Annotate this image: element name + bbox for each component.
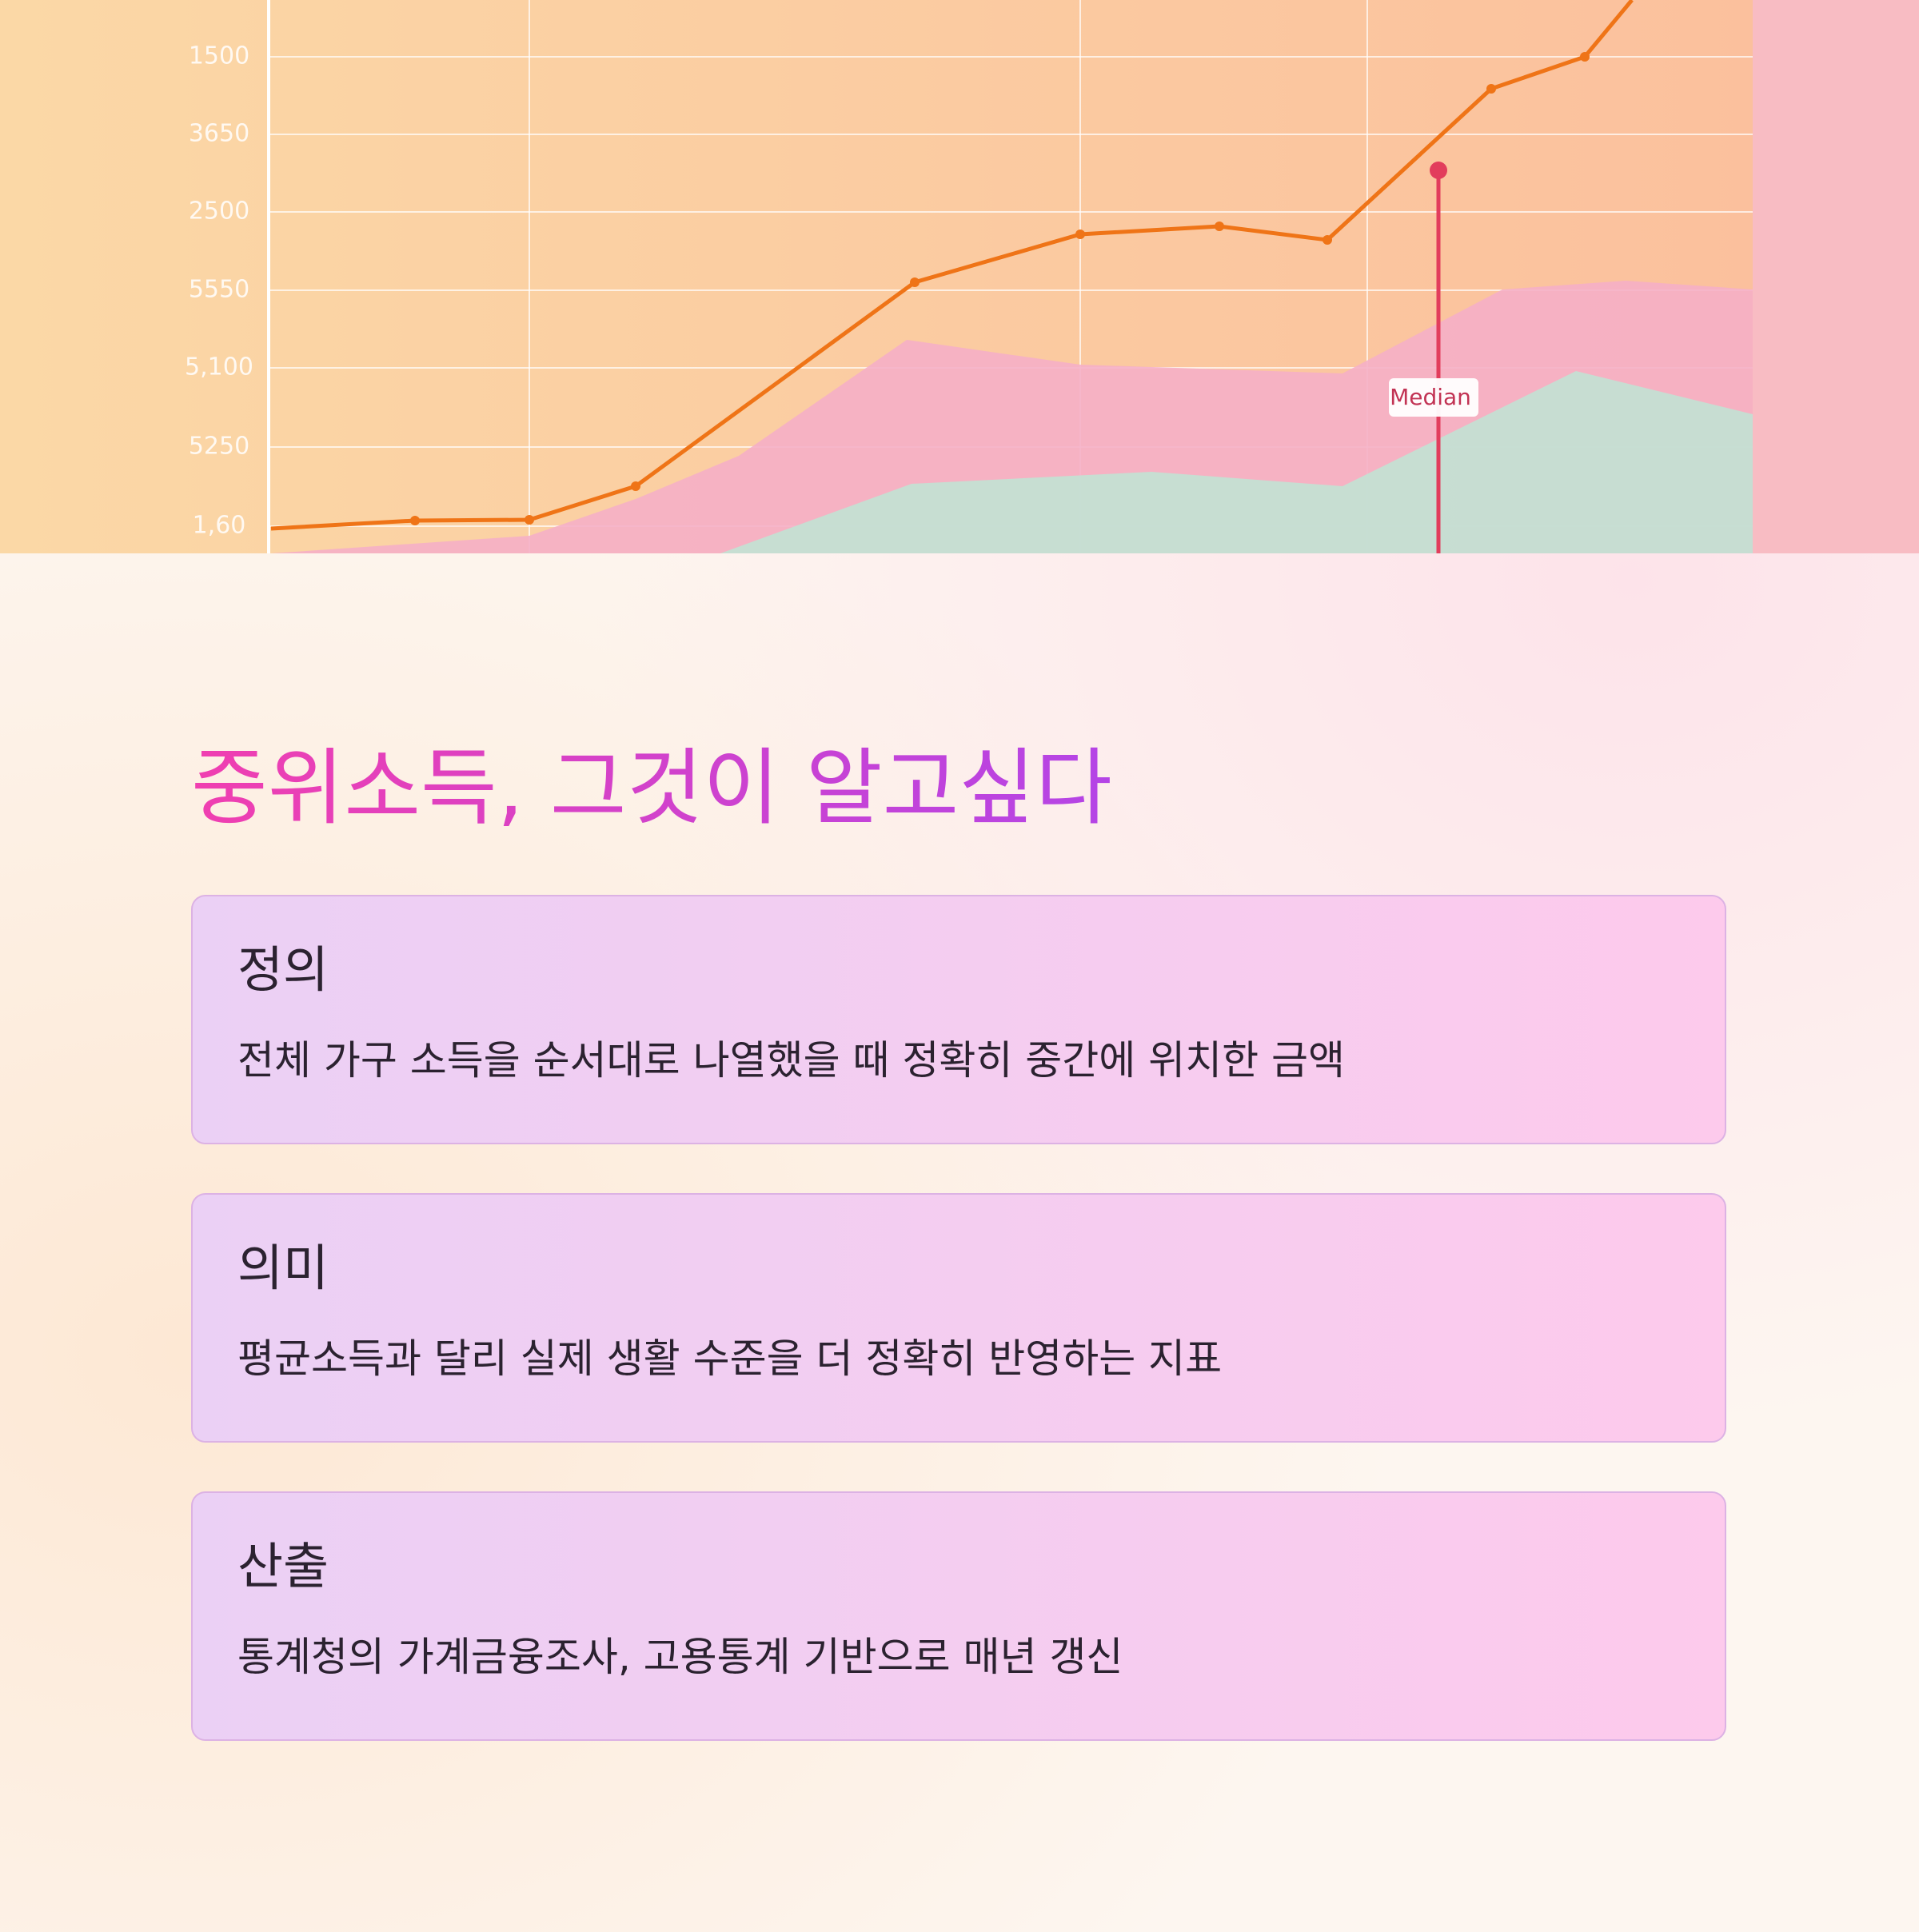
median-box: [1389, 378, 1478, 417]
card-body: 전체 가구 소득을 순서대로 나열했을 때 정확히 중간에 위치한 금액: [237, 1037, 1346, 1084]
image-edge: [1753, 0, 1919, 553]
axis-label: 5550: [189, 276, 249, 304]
card-body: 통계청의 가계금융조사, 고용통계 기반으로 매년 갱신: [237, 1634, 1123, 1680]
card: 정의 전체 가구 소득을 순서대로 나열했을 때 정확히 중간에 위치한 금액: [191, 895, 1726, 1144]
axis-label: 3650: [189, 120, 249, 148]
card-heading: 의미: [237, 1239, 329, 1297]
median-label: Median: [1390, 384, 1471, 410]
card-body: 평균소득과 달리 실제 생활 수준을 더 정확히 반영하는 지표: [237, 1335, 1223, 1382]
axis-label: 1,60: [193, 512, 246, 540]
axis-label: 5250: [189, 433, 249, 461]
axis-label: 5,100: [185, 353, 253, 381]
card-heading: 정의: [237, 940, 329, 999]
hero-image: Median 1500 3650 2500 5550 5,100 5250 1,…: [0, 0, 1919, 553]
axis-label: 1500: [189, 42, 249, 70]
points: [410, 52, 1590, 525]
card-heading: 산출: [237, 1537, 329, 1595]
axis-label: 2500: [189, 198, 249, 226]
card: 의미 평균소득과 달리 실제 생활 수준을 더 정확히 반영하는 지표: [191, 1193, 1726, 1443]
title: 중위소득, 그것이 알고싶다: [191, 732, 1112, 844]
teal-area: [720, 371, 1753, 553]
median-dot: [1430, 162, 1447, 179]
card: 산출 통계청의 가계금융조사, 고용통계 기반으로 매년 갱신: [191, 1491, 1726, 1741]
